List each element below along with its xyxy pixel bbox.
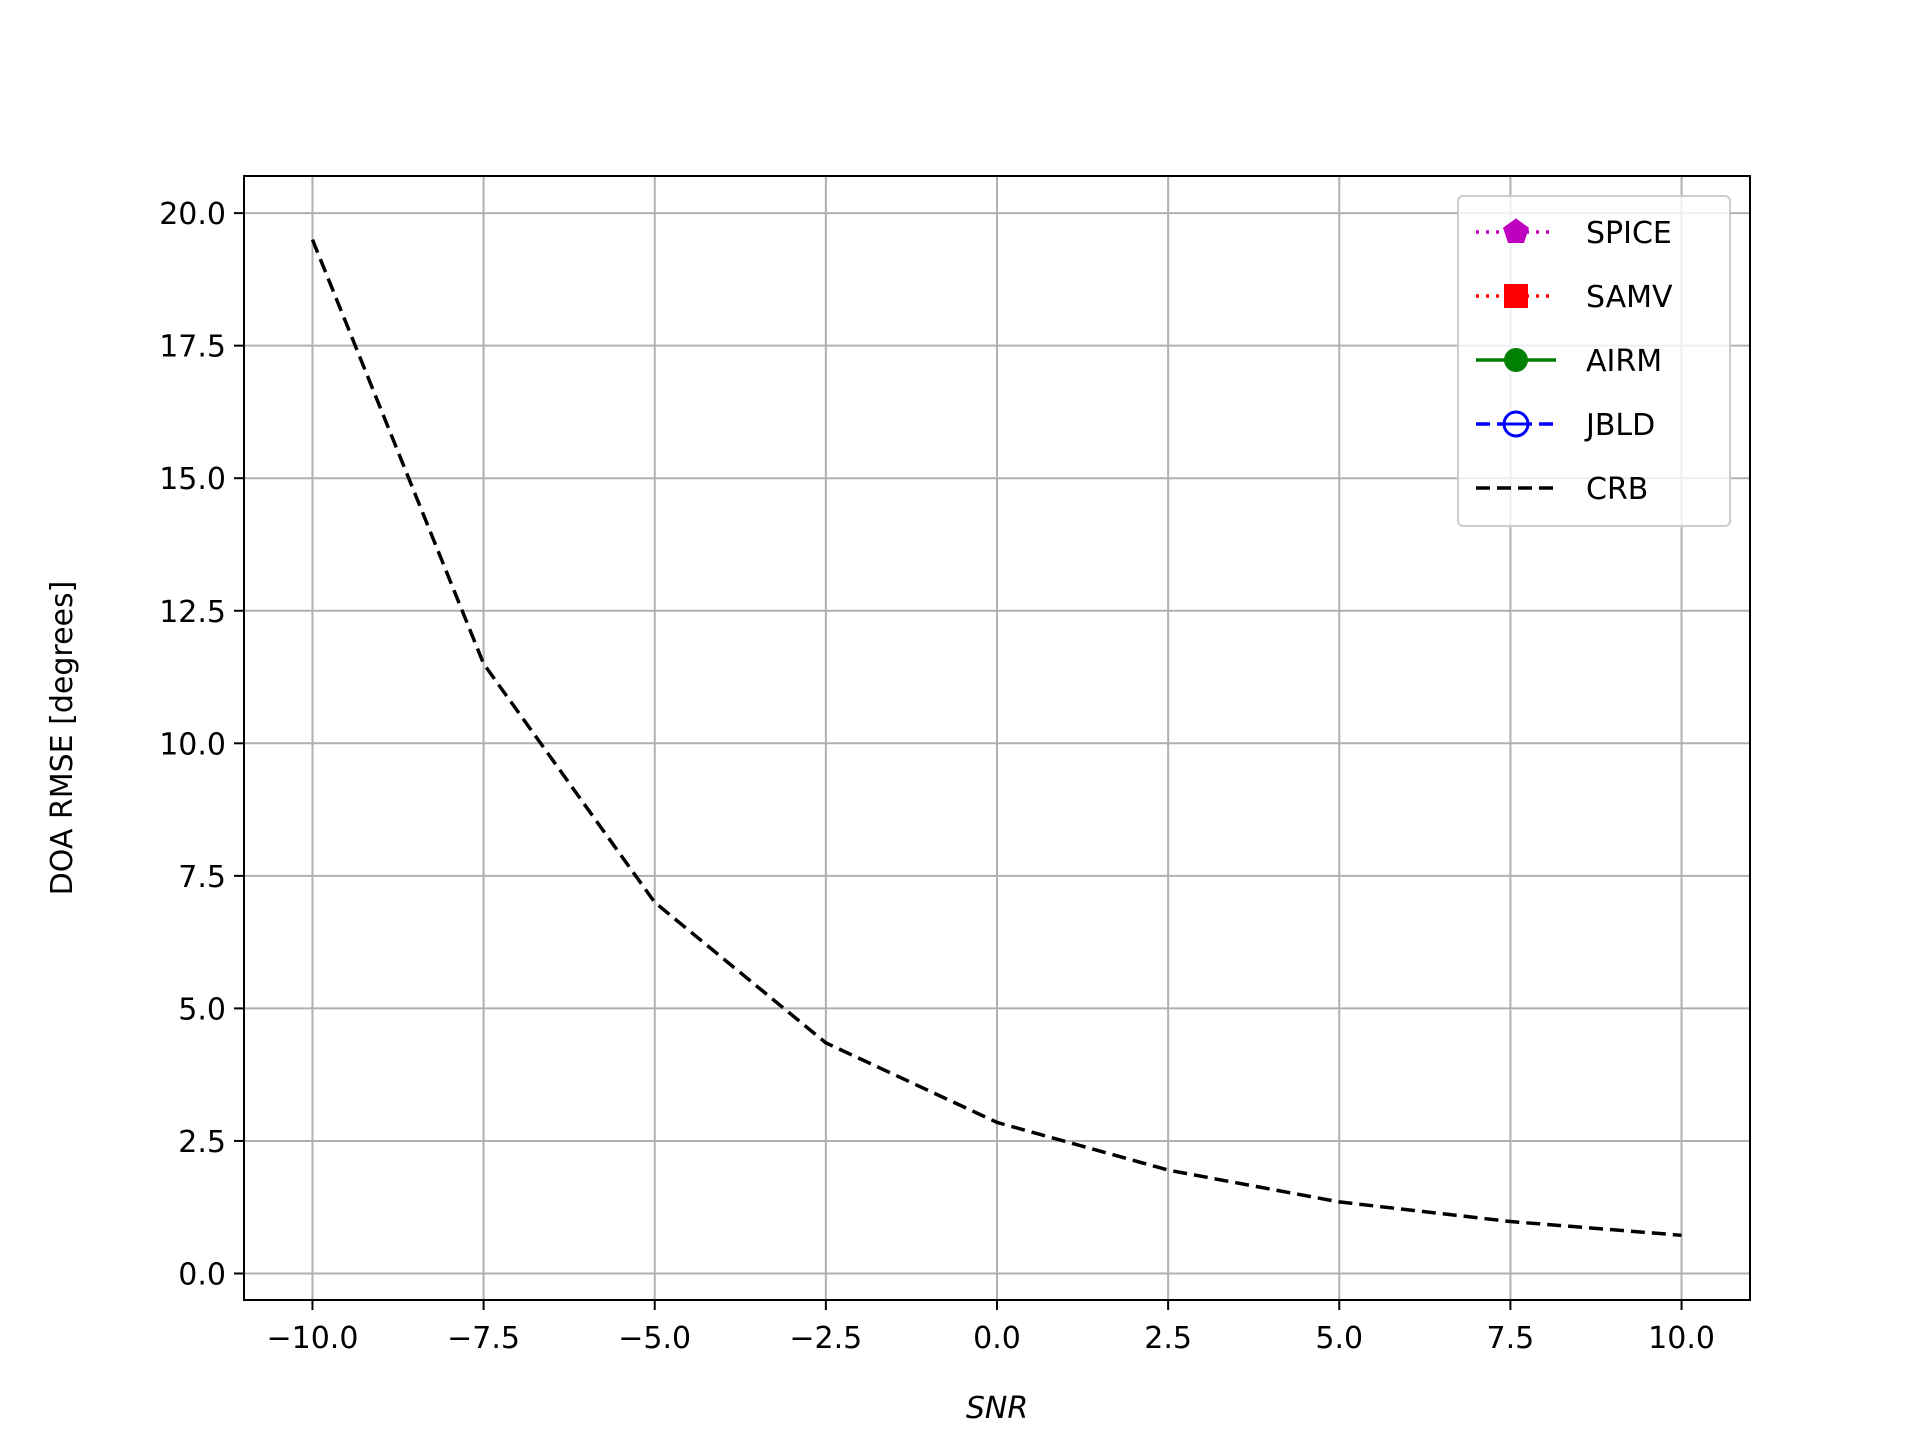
legend-marker-square-icon xyxy=(1504,284,1528,308)
x-axis-label: SNR xyxy=(966,1391,1028,1426)
y-axis-label: DOA RMSE [degrees] xyxy=(45,581,80,896)
x-tick-label: 7.5 xyxy=(1487,1321,1535,1356)
legend-marker-pentagon-icon xyxy=(1503,218,1529,243)
legend-box xyxy=(1457,195,1731,527)
y-tick-label: 10.0 xyxy=(159,727,226,762)
x-tick-label: 0.0 xyxy=(973,1321,1021,1356)
x-tick-label: −5.0 xyxy=(618,1321,691,1356)
y-tick-label: 12.5 xyxy=(159,595,226,630)
plot-series xyxy=(310,238,1682,1238)
legend-label-airm: AIRM xyxy=(1586,344,1662,379)
legend: SPICE SAMV AIRM JBLD CRB xyxy=(1457,195,1731,527)
legend-label-crb: CRB xyxy=(1586,472,1648,507)
y-tick-label: 20.0 xyxy=(159,197,226,232)
x-tick-label: 10.0 xyxy=(1648,1321,1715,1356)
legend-marker-circle-icon xyxy=(1504,348,1528,372)
x-tick-label: 2.5 xyxy=(1144,1321,1192,1356)
grid xyxy=(244,176,1750,1300)
legend-label-spice: SPICE xyxy=(1586,216,1672,251)
x-tick-label: −7.5 xyxy=(447,1321,520,1356)
x-tick-label: 5.0 xyxy=(1315,1321,1363,1356)
y-tick-label: 17.5 xyxy=(159,330,226,365)
series-line-crb xyxy=(310,238,1682,1238)
x-tick-label: −10.0 xyxy=(266,1321,358,1356)
y-tick-label: 0.0 xyxy=(178,1257,226,1292)
y-tick-label: 7.5 xyxy=(178,860,226,895)
legend-label-samv: SAMV xyxy=(1586,280,1673,315)
x-tick-label: −2.5 xyxy=(789,1321,862,1356)
y-tick-label: 2.5 xyxy=(178,1125,226,1160)
legend-label-jbld: JBLD xyxy=(1584,408,1655,443)
axis-ticks: −10.0 −7.5 −5.0 −2.5 0.0 2.5 5.0 7.5 10.0 0.0 2.5 5… xyxy=(159,197,1715,1356)
y-tick-label: 5.0 xyxy=(178,992,226,1027)
y-tick-label: 15.0 xyxy=(159,462,226,497)
